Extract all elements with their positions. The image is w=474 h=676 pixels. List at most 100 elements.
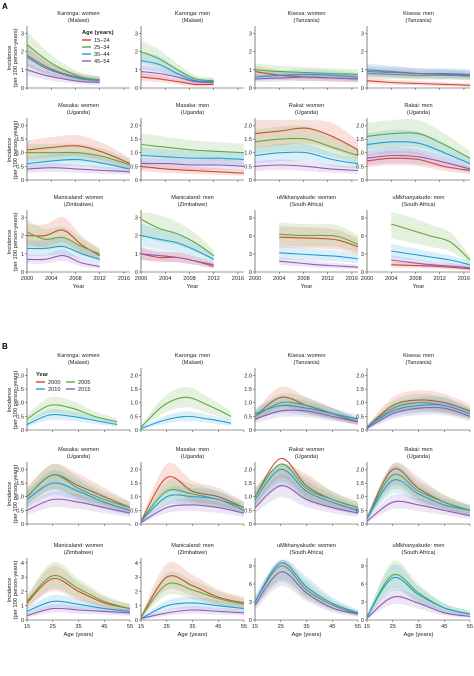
uncertainty-band: [367, 150, 470, 174]
series-line: [254, 404, 359, 420]
y-tick-label: 1.5: [130, 137, 138, 143]
y-axis-label-units: (per 100 person-years): [13, 212, 19, 271]
legend-title: Year: [36, 372, 49, 378]
uncertainty-band: [255, 403, 358, 425]
uncertainty-band: [27, 63, 100, 85]
series-line: [26, 43, 100, 81]
uncertainty-band: [141, 247, 214, 269]
uncertainty-band: [27, 603, 130, 618]
uncertainty-band: [27, 134, 130, 169]
series-line: [254, 164, 359, 172]
x-tick-label: 35: [303, 624, 309, 630]
y-tick-label: 0: [361, 178, 364, 184]
series-line: [254, 401, 359, 423]
y-tick-label: 0.5: [356, 164, 364, 170]
series-line: [140, 494, 245, 522]
uncertainty-band: [141, 605, 244, 620]
series-line: [140, 71, 214, 84]
uncertainty-band: [367, 399, 470, 430]
x-axis-label: Age (years): [178, 632, 208, 638]
series-line: [140, 235, 214, 260]
y-tick-label: 0: [135, 86, 138, 92]
x-tick-label: 2000: [249, 276, 261, 282]
series-line: [366, 71, 471, 76]
subplot-title: Masaka: women: [58, 447, 99, 453]
subplot-title: Karonga: women: [57, 11, 99, 17]
y-tick-label: 0.5: [356, 508, 364, 514]
subplot-country: (Uganda): [181, 110, 204, 116]
y-tick-label: 3: [361, 252, 364, 258]
series-line: [26, 413, 118, 426]
y-axis-label-units: (per 100 person-years): [13, 560, 19, 619]
y-tick-label: 2: [135, 234, 138, 240]
x-tick-label: 2004: [385, 276, 397, 282]
y-tick-label: 2: [249, 50, 252, 56]
subplot-title: Kisesa: women: [288, 11, 326, 17]
legend-entry: 2010: [48, 387, 60, 393]
subplot-b-4: Kisesa: men(Tanzania) 0 0.5 1.0 1.5 2.0: [356, 353, 471, 434]
y-tick-label: 1.0: [130, 495, 138, 501]
y-axis-label: Incidence: [7, 388, 13, 413]
uncertainty-band: [367, 65, 470, 80]
uncertainty-band: [27, 396, 118, 425]
y-tick-label: 0: [135, 522, 138, 528]
x-tick-label: 2000: [135, 276, 147, 282]
series-line: [140, 396, 232, 428]
y-tick-label: 9: [249, 564, 252, 570]
series-line: [26, 255, 100, 268]
series-line: [26, 498, 131, 514]
y-tick-label: 1.5: [356, 387, 364, 393]
x-tick-label: 25: [50, 624, 56, 630]
x-tick-label: 15: [138, 624, 144, 630]
uncertainty-band: [367, 390, 470, 429]
uncertainty-band: [27, 237, 100, 264]
series-line: [391, 264, 471, 270]
subplot-title: Masaka: men: [176, 103, 210, 109]
x-tick-label: 2012: [321, 276, 333, 282]
uncertainty-band: [141, 485, 244, 523]
series-line: [254, 76, 359, 80]
y-tick-label: 9: [249, 216, 252, 222]
uncertainty-band: [279, 226, 358, 255]
y-axis-label-units: (per 100 person-years): [13, 28, 19, 87]
x-tick-label: 35: [75, 624, 81, 630]
x-tick-label: 45: [101, 624, 107, 630]
y-tick-label: 2: [361, 50, 364, 56]
subplot-a-9: Manicaland: women(Zimbabwe) 0 1 2 3 2000 2004 2…: [7, 195, 130, 290]
series-line: [279, 236, 359, 248]
subplot-country: (Zimbabwe): [64, 202, 94, 208]
series-line: [140, 165, 245, 174]
uncertainty-band: [391, 243, 470, 268]
legend-entry: 15–24: [94, 38, 110, 44]
y-tick-label: 2.0: [16, 467, 24, 473]
series-line: [140, 504, 245, 524]
x-tick-label: 25: [278, 624, 284, 630]
subplot-title: Rakai: men: [404, 103, 432, 109]
y-tick-label: 2.0: [16, 373, 24, 379]
uncertainty-band: [27, 408, 118, 427]
y-tick-label: 1: [21, 252, 24, 258]
uncertainty-band: [367, 493, 470, 523]
subplot-country: (Uganda): [295, 110, 318, 116]
x-tick-label: 15: [364, 624, 370, 630]
y-tick-label: 2: [21, 589, 24, 595]
legend-entry: 25–34: [94, 45, 110, 51]
y-tick-label: 3: [21, 575, 24, 581]
y-tick-label: 1: [135, 252, 138, 258]
x-tick-label: 2008: [297, 276, 309, 282]
series-line: [279, 233, 359, 245]
uncertainty-band: [141, 51, 214, 85]
series-line: [140, 218, 215, 257]
y-tick-label: 2.0: [356, 123, 364, 129]
series-line: [26, 607, 131, 617]
series-line: [254, 463, 359, 509]
x-tick-label: 2004: [45, 276, 57, 282]
uncertainty-band: [141, 212, 214, 261]
y-tick-label: 2: [135, 50, 138, 56]
subplot-country: (Malawi): [68, 360, 89, 366]
y-tick-label: 1: [361, 68, 364, 74]
uncertainty-band: [141, 65, 214, 85]
y-tick-label: 0: [361, 522, 364, 528]
